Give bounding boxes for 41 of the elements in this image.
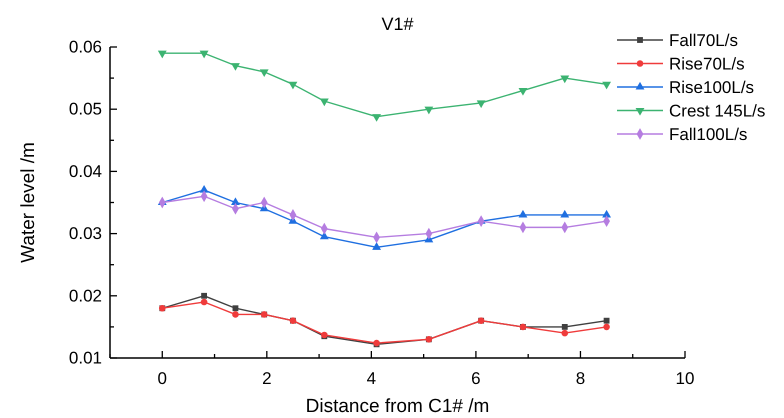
point	[604, 318, 610, 324]
y-tick-label: 0.02	[68, 286, 102, 306]
x-axis-title: Distance from C1# /m	[306, 396, 490, 417]
legend-label: Crest 145L/s	[669, 102, 766, 120]
point	[603, 324, 610, 330]
point	[424, 106, 434, 114]
point	[560, 76, 570, 84]
legend-label: Fall100L/s	[669, 125, 748, 144]
x-tick-label: 2	[262, 369, 272, 388]
y-tick-label: 0.06	[68, 37, 102, 56]
x-tick-label: 4	[366, 369, 376, 388]
point	[562, 324, 568, 330]
y-axis-title: Water level /m	[18, 142, 39, 263]
y-tick-label: 0.01	[68, 348, 102, 368]
chart-title: V1#	[381, 14, 414, 34]
point	[320, 98, 329, 106]
point	[288, 82, 298, 90]
x-tick-label: 6	[471, 369, 481, 388]
y-tick-label: 0.03	[68, 224, 102, 244]
point	[372, 242, 382, 250]
point	[200, 298, 208, 306]
point	[260, 69, 269, 77]
legend-label: Fall70L/s	[669, 31, 738, 50]
point	[158, 50, 167, 58]
legend-label: Rise70L/s	[669, 54, 745, 74]
legend-label: Rise100L/s	[669, 78, 754, 97]
point	[231, 63, 240, 71]
point	[232, 311, 239, 318]
point	[561, 330, 568, 336]
point	[476, 100, 486, 108]
y-tick-label: 0.04	[68, 162, 102, 181]
x-tick-label: 8	[576, 369, 586, 388]
point	[372, 114, 382, 122]
x-tick-label: 0	[158, 369, 168, 388]
point	[602, 82, 612, 90]
y-tick-label: 0.05	[68, 100, 102, 119]
point	[518, 88, 528, 96]
point	[200, 50, 209, 58]
point	[232, 305, 238, 312]
x-tick-label: 10	[676, 369, 694, 388]
point	[201, 292, 208, 299]
